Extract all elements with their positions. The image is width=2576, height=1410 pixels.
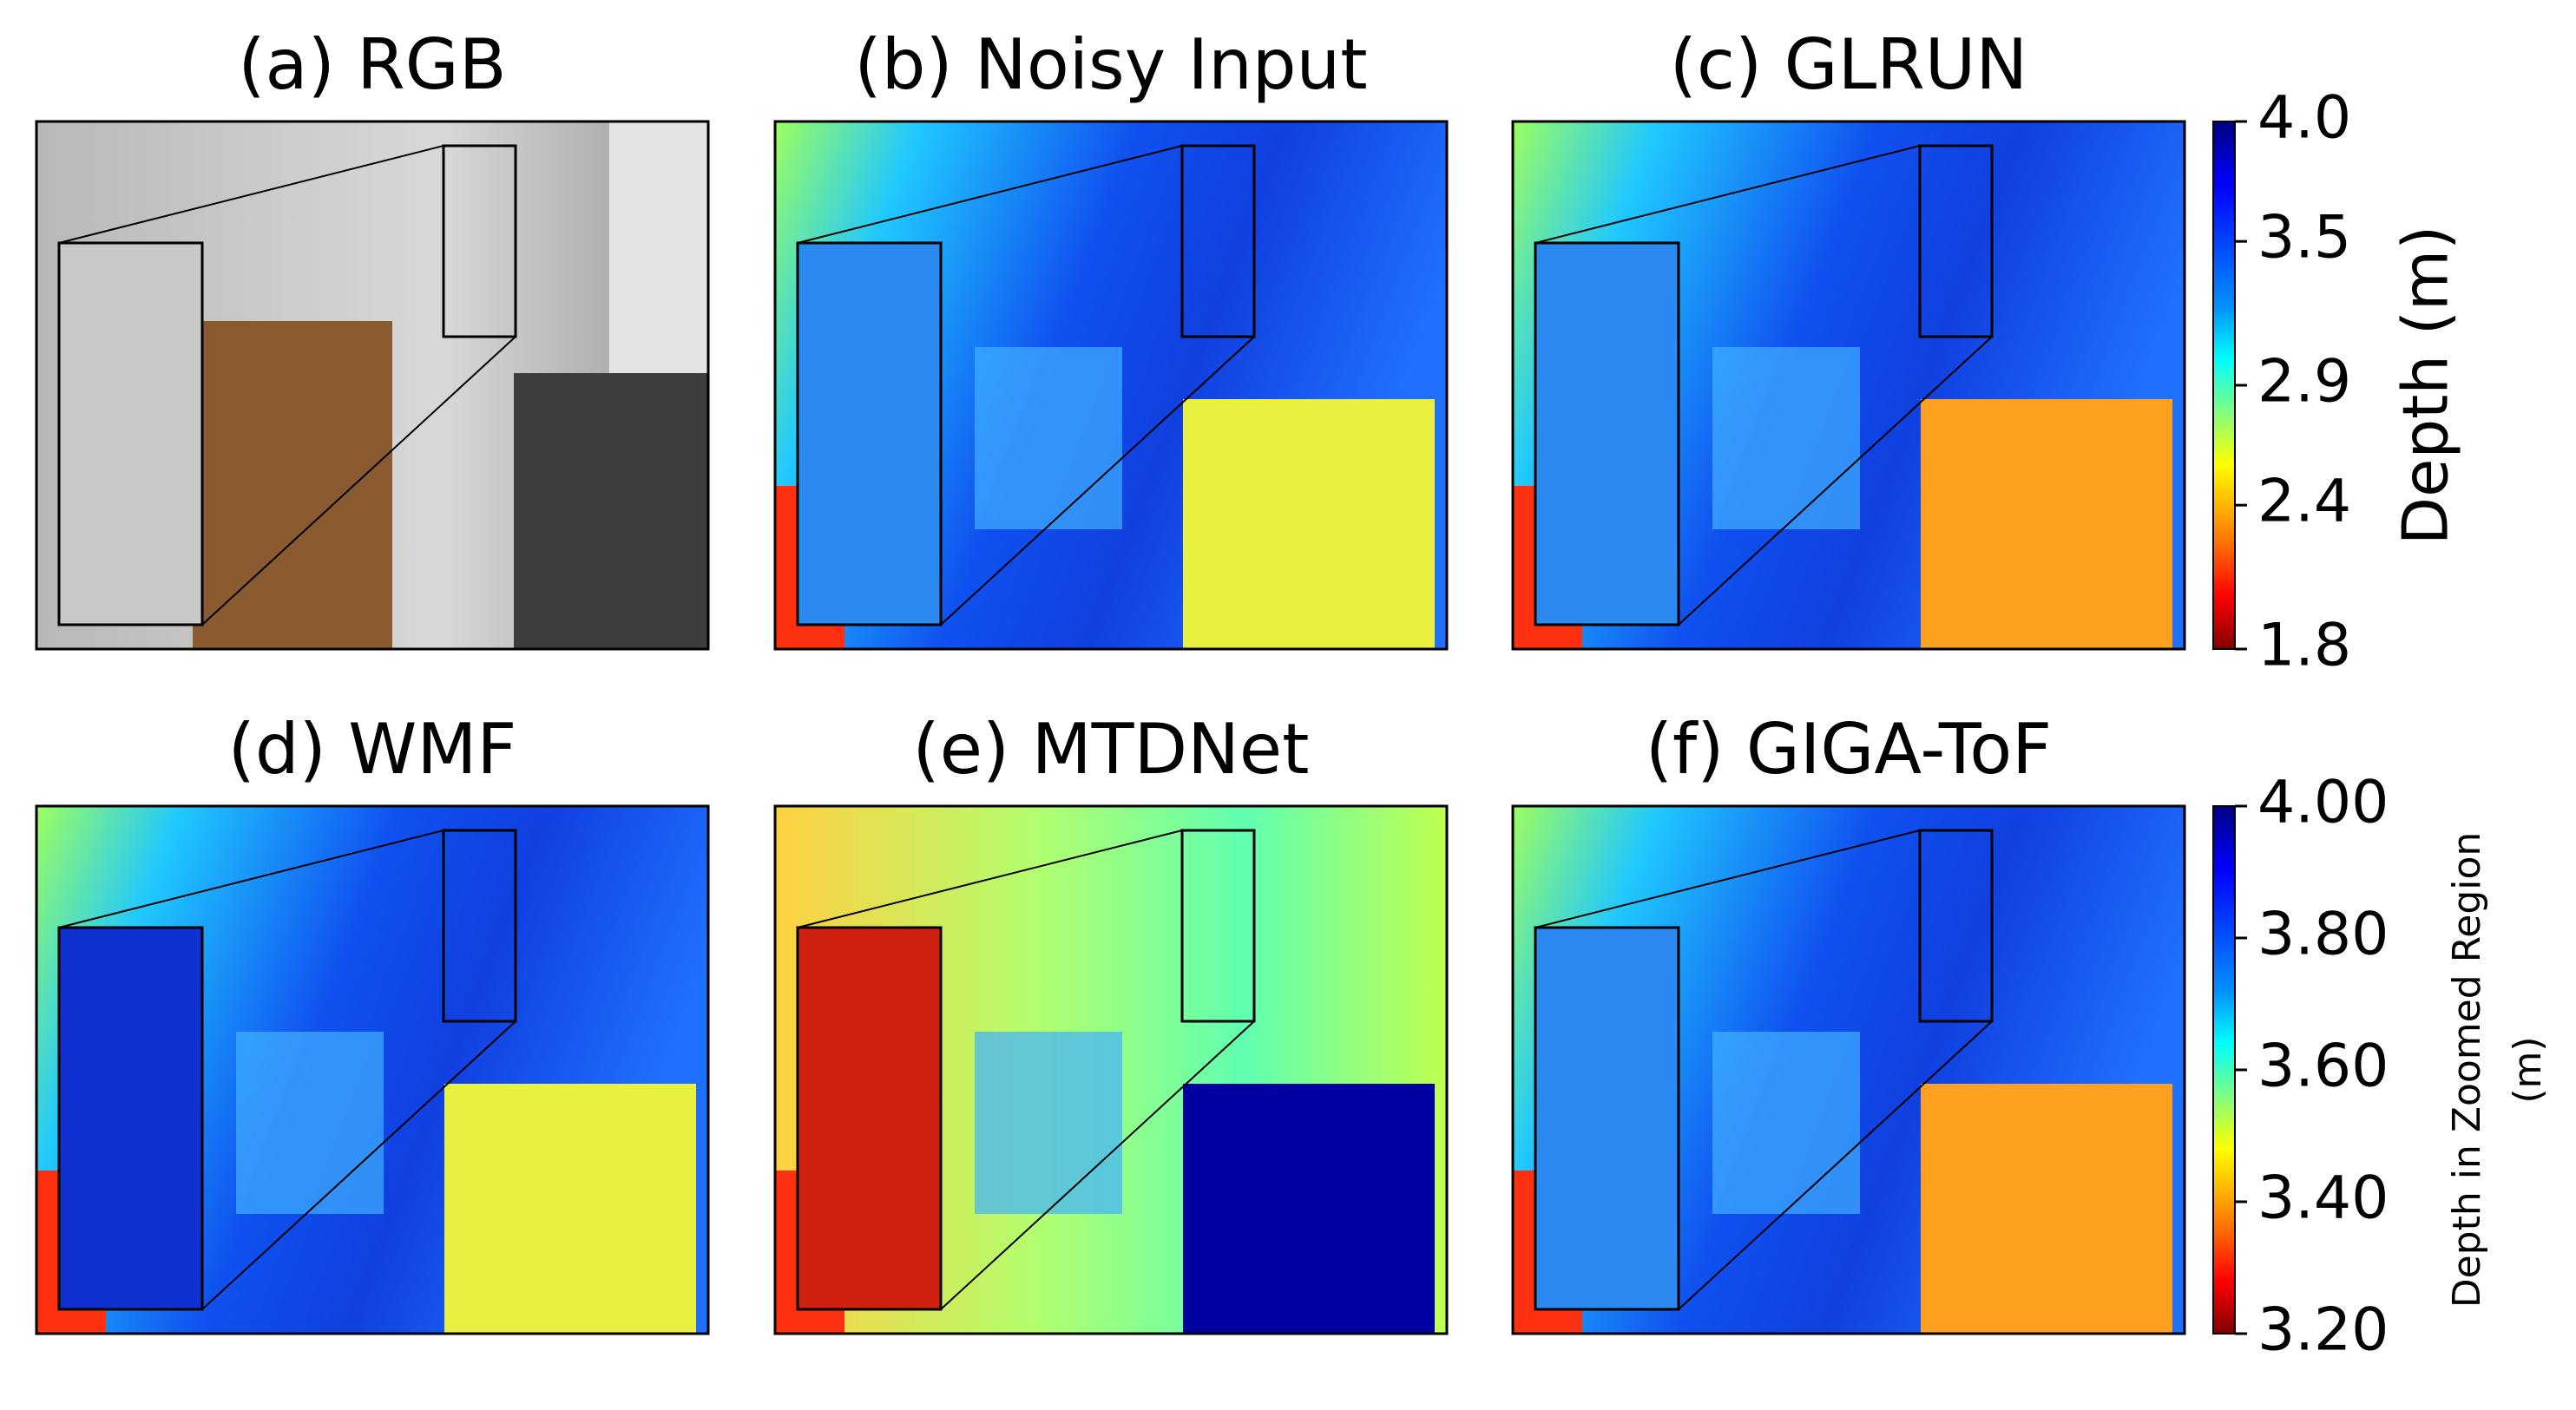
wall: [609, 121, 708, 373]
zoom-inset: [796, 926, 943, 1311]
zoom-line: [940, 1020, 1255, 1310]
panel-frame: [773, 120, 1449, 651]
tick-label: 3.5: [2257, 204, 2351, 272]
zoom-line: [1678, 336, 1993, 626]
shelf: [1712, 1032, 1860, 1214]
tick-label: 2.4: [2257, 468, 2351, 536]
shelf: [193, 321, 392, 649]
shelf: [975, 347, 1122, 529]
shelf: [236, 1032, 384, 1214]
colorbar: 4.00 3.80 3.60 3.40 3.20 Depth in Zoomed Regi…: [2212, 769, 2550, 1365]
colorbar: 4.0 3.5 2.9 2.4 1.8 Depth (m): [2212, 84, 2462, 680]
colorbar-label: Depth (m): [2389, 226, 2462, 546]
tick-label: 2.9: [2257, 348, 2351, 416]
shelf: [1712, 347, 1860, 529]
zoom-line: [940, 336, 1255, 626]
tick-label: 4.0: [2257, 84, 2351, 153]
box-region: [1183, 399, 1435, 649]
zoom-line: [201, 1020, 516, 1310]
colorbar-fill: [2212, 121, 2236, 650]
zoom-line: [1678, 1020, 1993, 1310]
panel-title: (a) RGB: [238, 24, 506, 105]
tick-label: 1.8: [2257, 612, 2351, 680]
colorbar-label: (m): [2506, 1036, 2550, 1103]
panel-title: (d) WMF: [228, 709, 517, 790]
zoom-line: [58, 830, 444, 928]
zoom-source: [1918, 144, 1994, 338]
box-region: [1921, 1084, 2172, 1334]
panel-frame: [1511, 804, 2186, 1335]
zoom-source: [1180, 829, 1256, 1023]
shelf: [975, 1032, 1122, 1214]
panel-title: (b) Noisy Input: [854, 24, 1367, 105]
tick-label: 4.00: [2257, 769, 2389, 837]
panel-frame: [35, 120, 710, 651]
panel: (a) RGB: [35, 24, 710, 651]
zoom-inset: [796, 241, 943, 626]
zoom-source: [442, 829, 517, 1023]
zoom-line: [1534, 830, 1921, 928]
box-region: [1921, 399, 2172, 649]
zoom-line: [58, 145, 444, 244]
zoom-source: [1180, 144, 1256, 338]
boxes: [514, 373, 708, 649]
box-region: [444, 1084, 696, 1334]
panel-frame: [35, 804, 710, 1335]
panel: (d) WMF: [35, 709, 710, 1335]
panel: (f) GIGA-ToF: [1511, 709, 2186, 1335]
tick-label: 3.40: [2257, 1164, 2389, 1233]
zoom-line: [797, 830, 1183, 928]
zoom-line: [1534, 145, 1921, 244]
panel-title: (e) MTDNet: [913, 709, 1310, 790]
tick-label: 3.20: [2257, 1296, 2389, 1365]
panel-frame: [773, 804, 1449, 1335]
tick-label: 3.80: [2257, 901, 2389, 969]
tick-label: 3.60: [2257, 1033, 2389, 1101]
zoom-source: [1918, 829, 1994, 1023]
panel: (e) MTDNet: [773, 709, 1449, 1335]
panel-frame: [1511, 120, 2186, 651]
panel-title: (c) GLRUN: [1670, 24, 2027, 105]
zoom-source: [442, 144, 517, 338]
panel-title: (f) GIGA-ToF: [1646, 709, 2052, 790]
zoom-line: [201, 336, 516, 626]
zoom-inset: [1534, 926, 1680, 1311]
colorbar-label: Depth in Zoomed Region: [2445, 832, 2489, 1308]
zoom-line: [797, 145, 1183, 244]
zoom-inset: [57, 241, 204, 626]
zoom-inset: [1534, 241, 1680, 626]
colorbar-fill: [2212, 805, 2236, 1335]
panel: (c) GLRUN: [1511, 24, 2186, 651]
box-region: [1183, 1084, 1435, 1334]
zoom-inset: [57, 926, 204, 1311]
panel: (b) Noisy Input: [773, 24, 1449, 651]
